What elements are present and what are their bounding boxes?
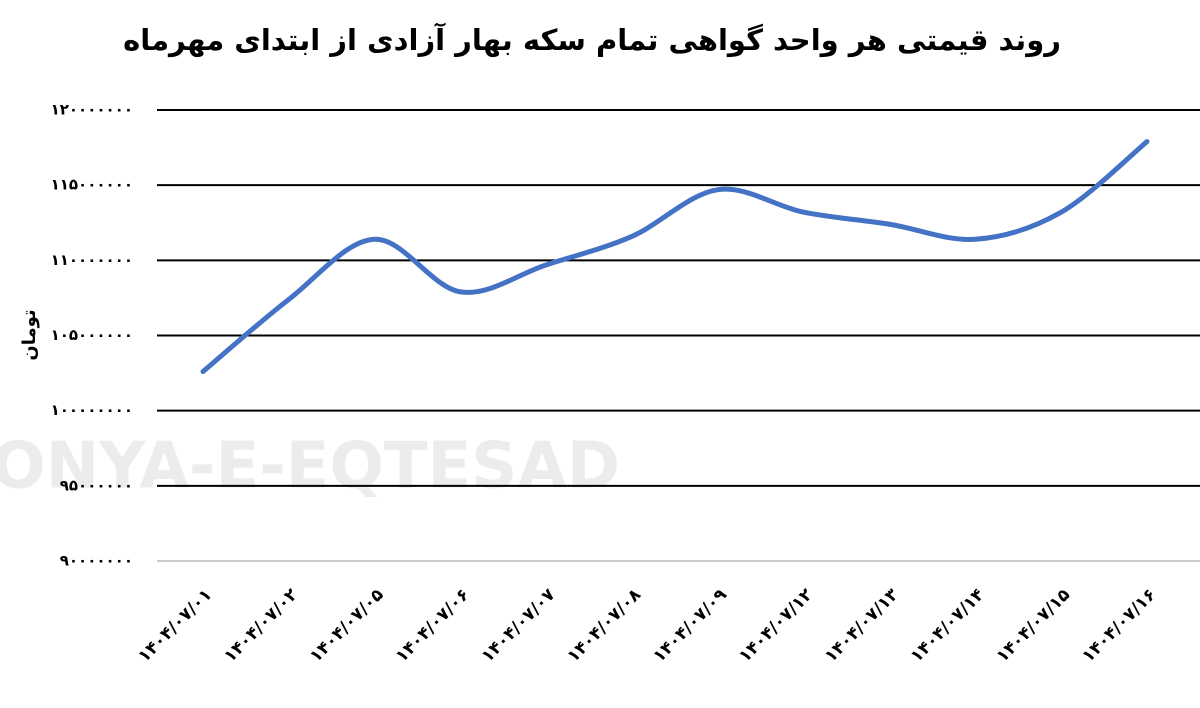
y-axis-label: تومان [19, 309, 40, 360]
y-tick-label: ۱۰۵۰۰۰۰۰۰ [51, 326, 133, 344]
x-tick-label: ۱۴۰۴/۰۷/۰۸ [564, 584, 646, 666]
x-tick-label: ۱۴۰۴/۰۷/۰۵ [306, 585, 388, 667]
x-tick-label: ۱۴۰۴/۰۷/۰۱ [134, 585, 216, 667]
y-tick-label: ۹۵۰۰۰۰۰۰ [60, 476, 133, 494]
x-tick-label: ۱۴۰۴/۰۷/۱۳ [821, 584, 903, 666]
chart-title: روند قیمتی هر واحد گواهی تمام سکه بهار آ… [123, 22, 1061, 57]
x-tick-label: ۱۴۰۴/۰۷/۰۹ [649, 584, 731, 666]
x-tick-label: ۱۴۰۴/۰۷/۰۲ [220, 584, 302, 666]
x-tick-label: ۱۴۰۴/۰۷/۱۲ [735, 584, 817, 666]
x-tick-label: ۱۴۰۴/۰۷/۰۶ [392, 585, 474, 667]
line [200, 139, 1150, 375]
y-tick-label: ۱۰۰۰۰۰۰۰۰ [51, 401, 133, 419]
x-tick-label: ۱۴۰۴/۰۷/۰۷ [478, 584, 560, 666]
y-tick-label: ۱۱۰۰۰۰۰۰۰ [51, 251, 133, 269]
x-tick-label: ۱۴۰۴/۰۷/۱۶ [1078, 585, 1160, 667]
y-tick-label: ۱۲۰۰۰۰۰۰۰ [51, 101, 133, 119]
x-tick-label: ۱۴۰۴/۰۷/۱۴ [907, 585, 989, 667]
y-tick-label: ۹۰۰۰۰۰۰۰ [60, 552, 133, 570]
x-tick-label: ۱۴۰۴/۰۷/۱۵ [993, 585, 1075, 667]
y-tick-label: ۱۱۵۰۰۰۰۰۰ [51, 176, 133, 194]
watermark: DONYA-E-EQTESAD [0, 430, 620, 504]
